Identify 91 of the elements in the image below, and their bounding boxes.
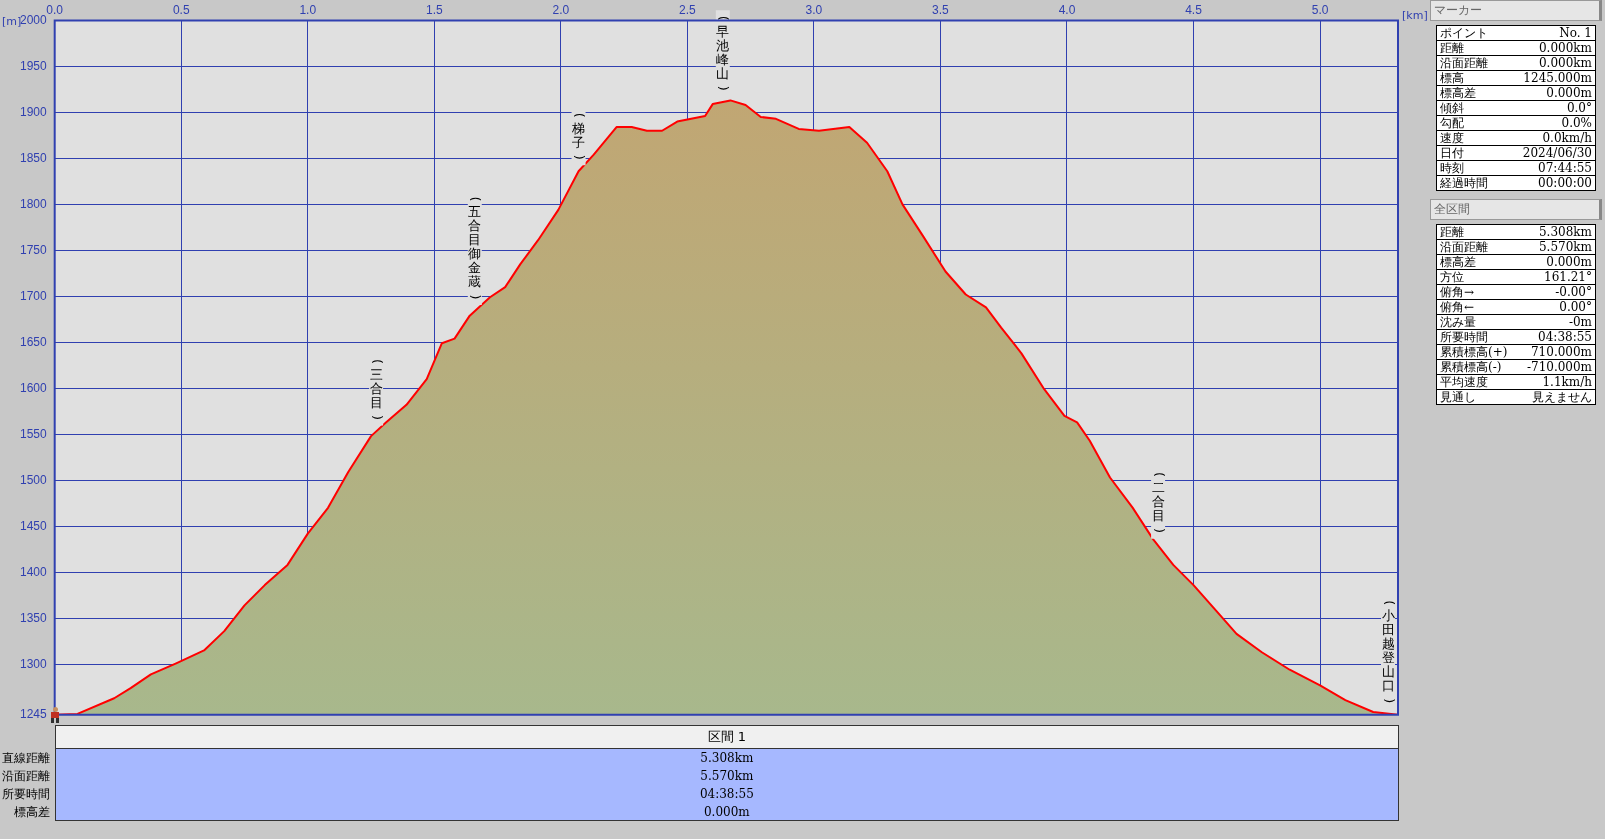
- x-tick-label: 4.5: [1185, 2, 1203, 17]
- x-tick-label: 2.5: [679, 2, 697, 17]
- y-tick-label: 1245: [19, 707, 48, 722]
- text: 00:00:00: [1538, 176, 1592, 190]
- y-tick-label: 1600: [19, 380, 48, 395]
- category-label: 距離: [1440, 41, 1464, 55]
- category-label: 沿面距離: [1440, 240, 1488, 254]
- text: 0.000m: [1546, 255, 1592, 269]
- text: No. 1: [1559, 26, 1592, 40]
- text: -0.00°: [1555, 285, 1592, 299]
- text: 0.000km: [1538, 41, 1592, 55]
- y-tick-label: 1750: [19, 242, 48, 257]
- annotation: (早池峰山): [716, 15, 732, 91]
- category-label: 標高差: [1440, 86, 1476, 100]
- y-tick-label: 1700: [19, 288, 48, 303]
- y-tick-label: 1900: [19, 104, 48, 119]
- text: 5.570km: [54, 767, 1399, 785]
- text: 0.000km: [1538, 56, 1592, 70]
- annotation: (梯子): [571, 112, 588, 160]
- x-tick-label: 5.0: [1311, 2, 1329, 17]
- text: 07:44:55: [1538, 161, 1592, 175]
- category-label: 沈み量: [1440, 315, 1476, 329]
- category-label: 経過時間: [1440, 176, 1488, 190]
- category-label: 距離: [1440, 225, 1464, 239]
- y-tick-label: 1850: [19, 150, 48, 165]
- category-label: 直線距離: [0, 750, 51, 767]
- x-tick-label: 1.5: [425, 2, 443, 17]
- x-tick-label: 4.0: [1058, 2, 1076, 17]
- x-axis-title: [km]: [1402, 8, 1428, 22]
- category-label: 平均速度: [1440, 375, 1488, 389]
- text: 0.0%: [1561, 116, 1592, 130]
- x-tick-label: 2.0: [552, 2, 570, 17]
- category-label: 沿面距離: [0, 768, 51, 785]
- text: 見えません: [1532, 390, 1592, 404]
- y-tick-label: 1350: [19, 610, 48, 625]
- y-tick-label: 1400: [19, 564, 48, 579]
- y-tick-label: 1300: [19, 656, 48, 671]
- x-tick-label: 3.5: [932, 2, 950, 17]
- x-tick-label: 1.0: [299, 2, 317, 17]
- category-label: 標高: [1440, 71, 1464, 85]
- text: 0.000m: [1546, 86, 1592, 100]
- text: 2024/06/30: [1522, 146, 1592, 160]
- category-label: ポイント: [1440, 26, 1488, 40]
- text: 全区間: [1430, 199, 1602, 220]
- x-tick-label: 0.5: [172, 2, 190, 17]
- annotation: (小田越登山口): [1381, 600, 1397, 704]
- text: 5.570km: [1538, 240, 1592, 254]
- text: 0.000m: [54, 803, 1399, 821]
- category-label: 累積標高(-): [1440, 360, 1502, 374]
- text: 0.00°: [1559, 300, 1592, 314]
- annotation: (三合目): [369, 358, 385, 421]
- category-label: 見通し: [1440, 390, 1476, 404]
- category-label: 勾配: [1440, 116, 1464, 130]
- text: 1.1km/h: [1542, 375, 1592, 389]
- category-label: 日付: [1440, 146, 1464, 160]
- category-label: 累積標高(+): [1440, 345, 1508, 359]
- text: 04:38:55: [54, 785, 1399, 803]
- category-label: 俯角→: [1440, 285, 1475, 299]
- y-tick-label: 1800: [19, 196, 48, 211]
- x-tick-label: 0.0: [46, 2, 64, 17]
- text: 区間 1: [54, 725, 1399, 749]
- text: 04:38:55: [1538, 330, 1592, 344]
- y-tick-label: 1550: [19, 426, 48, 441]
- category-label: 標高差: [1440, 255, 1476, 269]
- category-label: 速度: [1440, 131, 1464, 145]
- text: 5.308km: [54, 749, 1399, 767]
- annotation: (五合目御金蔵): [468, 196, 484, 300]
- category-label: 俯角←: [1440, 300, 1475, 314]
- text: 0.0°: [1566, 101, 1592, 115]
- y-tick-label: 1500: [19, 472, 48, 487]
- category-label: 所要時間: [0, 786, 51, 803]
- category-label: 方位: [1440, 270, 1464, 284]
- text: 710.000m: [1530, 345, 1592, 359]
- text: マーカー: [1430, 0, 1602, 21]
- text: 5.308km: [1538, 225, 1592, 239]
- y-tick-label: 1950: [19, 58, 48, 73]
- category-label: 傾斜: [1440, 101, 1464, 115]
- text: -0m: [1568, 315, 1592, 329]
- text: 0.0km/h: [1542, 131, 1592, 145]
- text: 161.21°: [1544, 270, 1592, 284]
- category-label: 沿面距離: [1440, 56, 1488, 70]
- y-tick-label: 1450: [19, 518, 48, 533]
- text: -710.000m: [1526, 360, 1592, 374]
- category-label: 標高差: [12, 804, 51, 821]
- x-tick-label: 3.0: [805, 2, 823, 17]
- annotation: (二合目): [1151, 472, 1167, 534]
- category-label: 所要時間: [1440, 330, 1488, 344]
- y-tick-label: 1650: [19, 334, 48, 349]
- text: 1245.000m: [1523, 71, 1592, 85]
- y-axis-title: [m]: [2, 15, 22, 29]
- category-label: 時刻: [1440, 161, 1464, 175]
